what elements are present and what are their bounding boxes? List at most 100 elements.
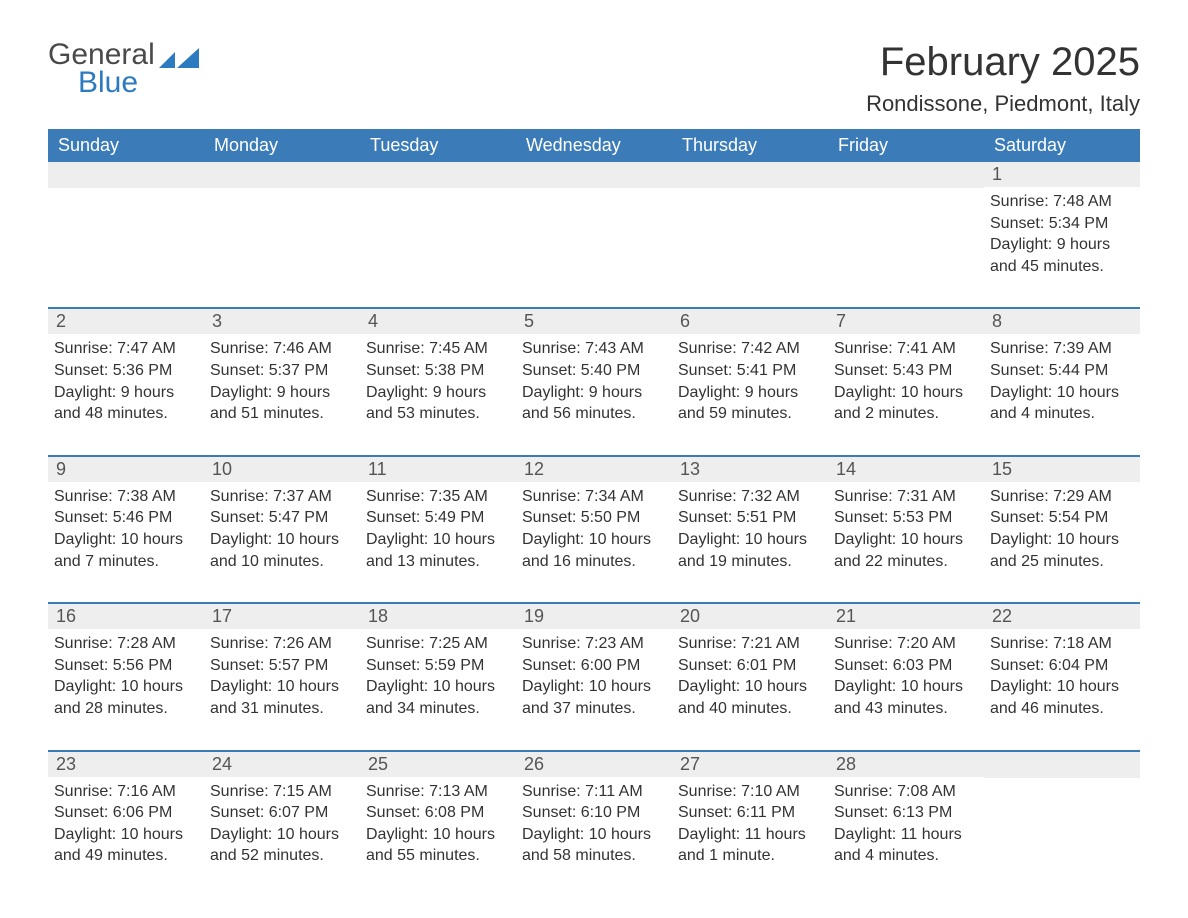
day-number-wrap: 26 [516, 752, 672, 777]
day-cell: 26Sunrise: 7:11 AMSunset: 6:10 PMDayligh… [516, 752, 672, 877]
day-daylight2: and 58 minutes. [522, 845, 666, 867]
day-daylight1: Daylight: 10 hours [522, 529, 666, 551]
day-sunset: Sunset: 5:50 PM [522, 507, 666, 529]
day-sunrise: Sunrise: 7:20 AM [834, 633, 978, 655]
day-sunrise: Sunrise: 7:18 AM [990, 633, 1134, 655]
day-sunrise: Sunrise: 7:45 AM [366, 338, 510, 360]
day-cell: 12Sunrise: 7:34 AMSunset: 5:50 PMDayligh… [516, 457, 672, 582]
day-daylight2: and 28 minutes. [54, 698, 198, 720]
week-row: 16Sunrise: 7:28 AMSunset: 5:56 PMDayligh… [48, 602, 1140, 729]
day-daylight1: Daylight: 10 hours [990, 676, 1134, 698]
day-cell: 25Sunrise: 7:13 AMSunset: 6:08 PMDayligh… [360, 752, 516, 877]
day-sunrise: Sunrise: 7:10 AM [678, 781, 822, 803]
day-cell: 4Sunrise: 7:45 AMSunset: 5:38 PMDaylight… [360, 309, 516, 434]
day-cell: 17Sunrise: 7:26 AMSunset: 5:57 PMDayligh… [204, 604, 360, 729]
day-number-wrap: 23 [48, 752, 204, 777]
day-number: 5 [524, 311, 664, 332]
day-cell [672, 162, 828, 287]
day-cell: 23 Sunrise: 7:16 AMSunset: 6:06 PMDayligh… [48, 752, 204, 877]
day-cell: 11Sunrise: 7:35 AMSunset: 5:49 PMDayligh… [360, 457, 516, 582]
day-cell [516, 162, 672, 287]
day-number-wrap: 7 [828, 309, 984, 334]
day-number: 1 [992, 164, 1132, 185]
day-daylight1: Daylight: 9 hours [54, 382, 198, 404]
day-number-wrap: 28 [828, 752, 984, 777]
day-number-wrap: 9 [48, 457, 204, 482]
day-number: 20 [680, 606, 820, 627]
day-number: 27 [680, 754, 820, 775]
day-number-wrap: 17 [204, 604, 360, 629]
day-sunset: Sunset: 6:07 PM [210, 802, 354, 824]
day-sunrise: Sunrise: 7:11 AM [522, 781, 666, 803]
calendar: SundayMondayTuesdayWednesdayThursdayFrid… [48, 129, 1140, 877]
day-sunset: Sunset: 6:10 PM [522, 802, 666, 824]
day-daylight2: and 51 minutes. [210, 403, 354, 425]
weekday-cell: Friday [828, 129, 984, 162]
day-cell: 28Sunrise: 7:08 AMSunset: 6:13 PMDayligh… [828, 752, 984, 877]
day-daylight1: Daylight: 9 hours [366, 382, 510, 404]
day-daylight1: Daylight: 10 hours [210, 676, 354, 698]
weekday-cell: Wednesday [516, 129, 672, 162]
weekday-cell: Monday [204, 129, 360, 162]
day-sunset: Sunset: 5:37 PM [210, 360, 354, 382]
day-sunset: Sunset: 5:44 PM [990, 360, 1134, 382]
day-daylight2: and 49 minutes. [54, 845, 198, 867]
day-cell: 7Sunrise: 7:41 AMSunset: 5:43 PMDaylight… [828, 309, 984, 434]
day-daylight1: Daylight: 10 hours [366, 824, 510, 846]
week-row: 9Sunrise: 7:38 AMSunset: 5:46 PMDaylight… [48, 455, 1140, 582]
day-sunrise: Sunrise: 7:23 AM [522, 633, 666, 655]
empty-day [828, 162, 984, 188]
day-cell: 18Sunrise: 7:25 AMSunset: 5:59 PMDayligh… [360, 604, 516, 729]
day-number-wrap: 3 [204, 309, 360, 334]
day-number-wrap: 6 [672, 309, 828, 334]
empty-day [48, 162, 204, 188]
day-sunrise: Sunrise: 7:15 AM [210, 781, 354, 803]
day-number: 23 [56, 754, 196, 775]
day-sunset: Sunset: 6:01 PM [678, 655, 822, 677]
day-daylight2: and 52 minutes. [210, 845, 354, 867]
day-number: 16 [56, 606, 196, 627]
day-sunrise: Sunrise: 7:32 AM [678, 486, 822, 508]
day-cell [828, 162, 984, 287]
day-daylight1: Daylight: 10 hours [54, 824, 198, 846]
day-number: 21 [836, 606, 976, 627]
day-daylight2: and 43 minutes. [834, 698, 978, 720]
day-cell: 2Sunrise: 7:47 AMSunset: 5:36 PMDaylight… [48, 309, 204, 434]
day-sunset: Sunset: 5:53 PM [834, 507, 978, 529]
day-daylight1: Daylight: 9 hours [678, 382, 822, 404]
empty-day [204, 162, 360, 188]
day-sunrise: Sunrise: 7:16 AM [54, 781, 198, 803]
day-daylight1: Daylight: 10 hours [678, 529, 822, 551]
empty-day [516, 162, 672, 188]
day-daylight2: and 25 minutes. [990, 551, 1134, 573]
day-number: 18 [368, 606, 508, 627]
day-number: 2 [56, 311, 196, 332]
day-sunrise: Sunrise: 7:35 AM [366, 486, 510, 508]
day-number: 8 [992, 311, 1132, 332]
day-sunset: Sunset: 5:34 PM [990, 213, 1134, 235]
day-sunset: Sunset: 6:06 PM [54, 802, 198, 824]
day-number: 10 [212, 459, 352, 480]
day-sunrise: Sunrise: 7:34 AM [522, 486, 666, 508]
day-cell: 5Sunrise: 7:43 AMSunset: 5:40 PMDaylight… [516, 309, 672, 434]
day-daylight1: Daylight: 10 hours [834, 676, 978, 698]
day-cell: 27Sunrise: 7:10 AMSunset: 6:11 PMDayligh… [672, 752, 828, 877]
day-sunrise: Sunrise: 7:43 AM [522, 338, 666, 360]
day-cell [984, 752, 1140, 877]
day-number-wrap: 16 [48, 604, 204, 629]
day-daylight2: and 40 minutes. [678, 698, 822, 720]
day-daylight1: Daylight: 9 hours [990, 234, 1134, 256]
day-daylight2: and 56 minutes. [522, 403, 666, 425]
day-cell: 14Sunrise: 7:31 AMSunset: 5:53 PMDayligh… [828, 457, 984, 582]
day-number-wrap: 5 [516, 309, 672, 334]
day-number-wrap: 21 [828, 604, 984, 629]
day-number-wrap: 11 [360, 457, 516, 482]
day-number: 15 [992, 459, 1132, 480]
day-daylight1: Daylight: 10 hours [210, 529, 354, 551]
day-daylight2: and 10 minutes. [210, 551, 354, 573]
day-sunrise: Sunrise: 7:25 AM [366, 633, 510, 655]
day-number: 3 [212, 311, 352, 332]
day-number-wrap: 2 [48, 309, 204, 334]
day-cell: 22Sunrise: 7:18 AMSunset: 6:04 PMDayligh… [984, 604, 1140, 729]
day-sunrise: Sunrise: 7:48 AM [990, 191, 1134, 213]
